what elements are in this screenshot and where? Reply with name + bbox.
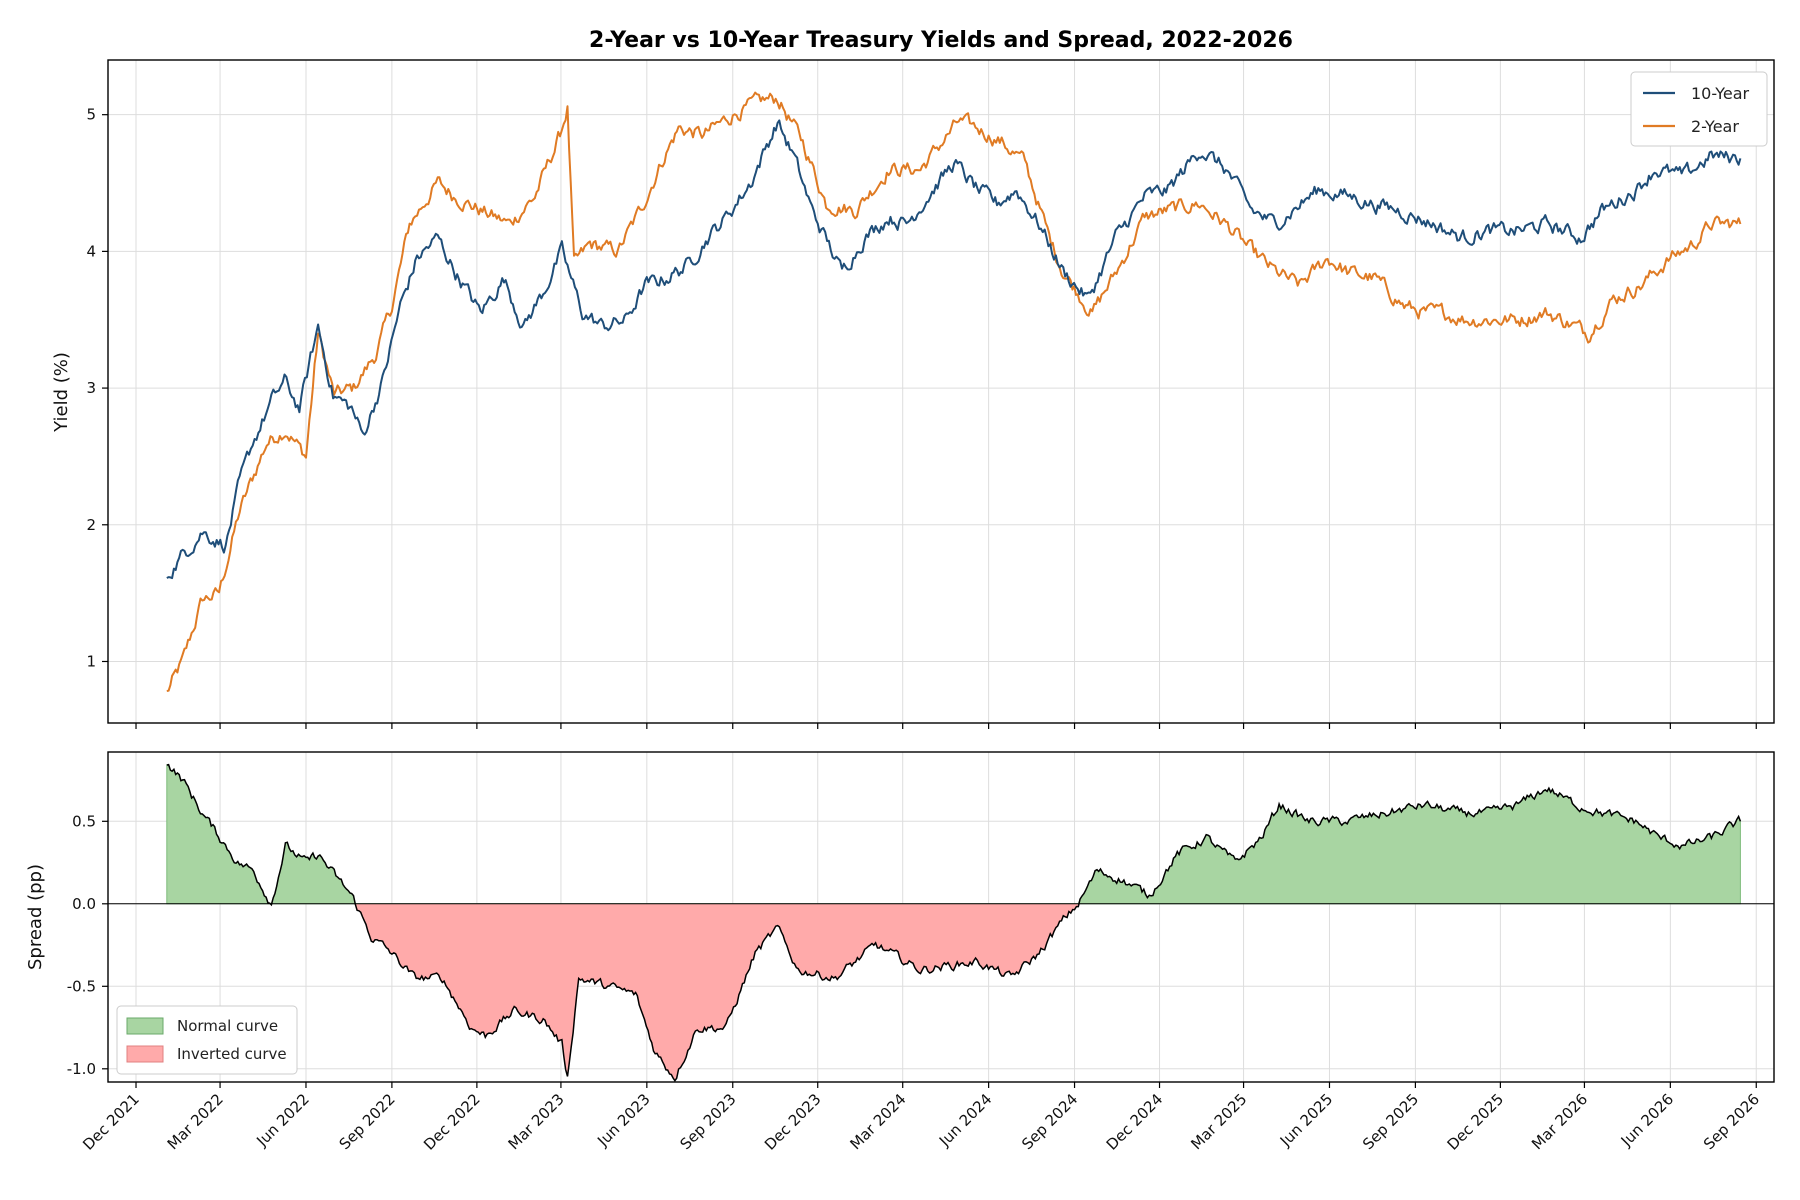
x-tick-label: Mar 2026 — [1528, 1090, 1591, 1153]
x-tick-label: Mar 2024 — [846, 1090, 909, 1153]
x-tick-label: Sep 2022 — [336, 1090, 399, 1153]
x-tick-label: Jun 2022 — [252, 1090, 312, 1150]
legend-inverted-curve-label: Inverted curve — [177, 1045, 287, 1063]
chart-title: 2-Year vs 10-Year Treasury Yields and Sp… — [589, 28, 1293, 53]
legend-normal-curve-label: Normal curve — [177, 1017, 278, 1035]
yields-panel: 1 2 3 4 5 Yield (%) 10-Year 2-Year — [51, 59, 1775, 729]
spread-y-tick-label: -0.5 — [67, 977, 96, 995]
x-tick-label: Jun 2024 — [935, 1090, 995, 1150]
yields-y-tick-label: 4 — [86, 242, 96, 260]
x-tick-label: Dec 2022 — [420, 1090, 484, 1154]
x-tick-label: Sep 2025 — [1359, 1090, 1422, 1153]
x-tick-label: Jun 2025 — [1276, 1090, 1336, 1150]
yields-y-tick-label: 3 — [86, 379, 96, 397]
yields-gridlines — [108, 60, 1774, 723]
x-tick-label: Sep 2023 — [676, 1090, 739, 1153]
legend-normal-curve-swatch — [126, 1017, 164, 1035]
x-tick-label: Sep 2026 — [1700, 1090, 1763, 1153]
spread-series — [108, 763, 1774, 1083]
series-10-year-line — [166, 119, 1742, 580]
yields-plot-frame — [107, 59, 1775, 724]
x-tick-label: Jun 2023 — [593, 1090, 653, 1150]
yields-legend: 10-Year 2-Year — [1630, 71, 1768, 147]
legend-10-year-label: 10-Year — [1691, 84, 1750, 103]
x-tick-label: Dec 2023 — [761, 1090, 825, 1154]
normal-curve-area — [166, 764, 1741, 905]
x-tick-label: Dec 2024 — [1103, 1090, 1167, 1154]
x-tick-label: Sep 2024 — [1018, 1090, 1081, 1153]
spread-panel: -1.0 -0.5 0.0 0.5 Dec 2021 Mar 2022 Jun 2022 S… — [25, 751, 1775, 1154]
legend-inverted-curve-swatch — [126, 1045, 164, 1063]
x-tick-label: Jun 2026 — [1617, 1090, 1677, 1150]
spread-y-tick-label: 0.0 — [72, 895, 96, 913]
x-tick-label: Dec 2021 — [79, 1090, 143, 1154]
spread-y-axis-title: Spread (pp) — [25, 864, 46, 970]
yields-y-axis-title: Yield (%) — [51, 352, 72, 433]
spread-legend: Normal curve Inverted curve — [116, 1005, 298, 1075]
spread-y-tick-label: -1.0 — [67, 1060, 96, 1078]
series-2-year-line — [166, 91, 1742, 692]
legend-2-year-label: 2-Year — [1691, 117, 1739, 136]
yields-y-tick-label: 5 — [86, 106, 96, 124]
x-tick-label: Mar 2023 — [505, 1090, 568, 1153]
x-tick-label: Mar 2022 — [164, 1090, 227, 1153]
yields-y-tick-label: 1 — [86, 652, 96, 670]
spread-y-tick-label: 0.5 — [72, 812, 96, 830]
spread-x-axis: Dec 2021 Mar 2022 Jun 2022 Sep 2022 Dec 2022… — [79, 1082, 1763, 1154]
x-tick-label: Mar 2025 — [1187, 1090, 1250, 1153]
x-tick-label: Dec 2025 — [1444, 1090, 1508, 1154]
yields-y-axis: 1 2 3 4 5 — [86, 106, 108, 670]
yields-y-tick-label: 2 — [86, 516, 96, 534]
inverted-curve-area — [166, 903, 1741, 1081]
spread-y-axis: -1.0 -0.5 0.0 0.5 — [67, 812, 108, 1078]
spread-line — [166, 763, 1742, 1083]
yields-series — [166, 91, 1742, 692]
spread-plot-frame — [107, 751, 1775, 1083]
yields-x-axis — [135, 723, 1757, 729]
yields-legend-box — [1630, 71, 1768, 147]
